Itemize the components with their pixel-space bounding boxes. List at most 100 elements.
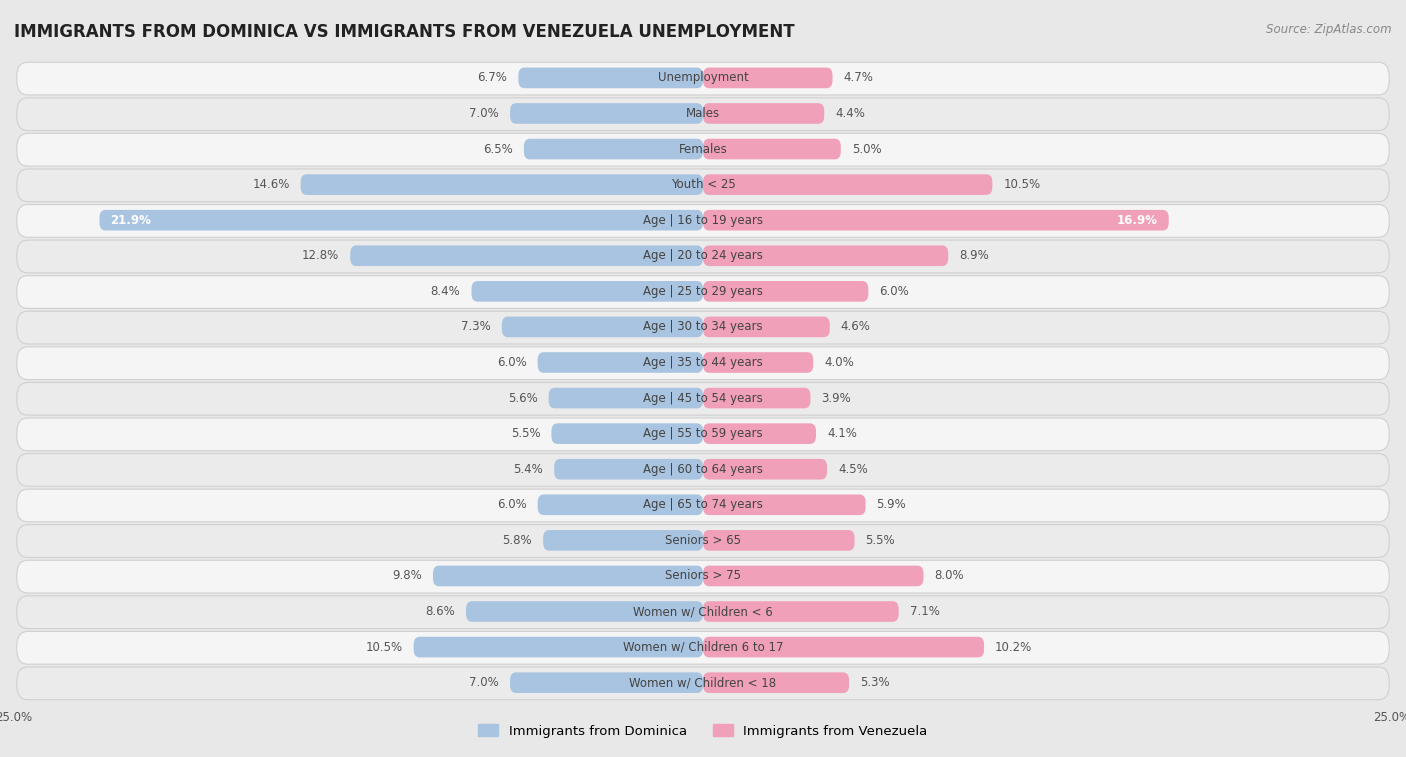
FancyBboxPatch shape	[703, 459, 827, 479]
FancyBboxPatch shape	[510, 672, 703, 693]
FancyBboxPatch shape	[301, 174, 703, 195]
Text: 4.0%: 4.0%	[824, 356, 853, 369]
Text: 4.6%: 4.6%	[841, 320, 870, 333]
FancyBboxPatch shape	[433, 565, 703, 586]
FancyBboxPatch shape	[548, 388, 703, 408]
Text: Age | 20 to 24 years: Age | 20 to 24 years	[643, 249, 763, 262]
Text: 9.8%: 9.8%	[392, 569, 422, 582]
FancyBboxPatch shape	[17, 382, 1389, 415]
Text: 5.5%: 5.5%	[866, 534, 896, 547]
FancyBboxPatch shape	[17, 631, 1389, 664]
FancyBboxPatch shape	[703, 637, 984, 657]
FancyBboxPatch shape	[17, 62, 1389, 95]
FancyBboxPatch shape	[471, 281, 703, 301]
Text: Women w/ Children < 6: Women w/ Children < 6	[633, 605, 773, 618]
FancyBboxPatch shape	[17, 276, 1389, 308]
Text: 8.6%: 8.6%	[425, 605, 456, 618]
Text: 5.3%: 5.3%	[860, 676, 890, 689]
FancyBboxPatch shape	[703, 530, 855, 550]
FancyBboxPatch shape	[17, 453, 1389, 486]
Text: 16.9%: 16.9%	[1116, 213, 1157, 226]
Text: 6.0%: 6.0%	[879, 285, 910, 298]
Text: 21.9%: 21.9%	[111, 213, 152, 226]
FancyBboxPatch shape	[703, 210, 1168, 231]
Text: Seniors > 75: Seniors > 75	[665, 569, 741, 582]
Text: Age | 45 to 54 years: Age | 45 to 54 years	[643, 391, 763, 404]
FancyBboxPatch shape	[554, 459, 703, 479]
FancyBboxPatch shape	[413, 637, 703, 657]
Text: 6.0%: 6.0%	[496, 356, 527, 369]
Text: Women w/ Children < 18: Women w/ Children < 18	[630, 676, 776, 689]
FancyBboxPatch shape	[703, 388, 810, 408]
Text: Unemployment: Unemployment	[658, 71, 748, 84]
Text: 12.8%: 12.8%	[302, 249, 339, 262]
FancyBboxPatch shape	[537, 352, 703, 372]
Text: Seniors > 65: Seniors > 65	[665, 534, 741, 547]
FancyBboxPatch shape	[17, 204, 1389, 237]
FancyBboxPatch shape	[551, 423, 703, 444]
Text: Age | 35 to 44 years: Age | 35 to 44 years	[643, 356, 763, 369]
FancyBboxPatch shape	[17, 560, 1389, 593]
FancyBboxPatch shape	[537, 494, 703, 515]
Text: Age | 16 to 19 years: Age | 16 to 19 years	[643, 213, 763, 226]
Text: 4.4%: 4.4%	[835, 107, 865, 120]
FancyBboxPatch shape	[703, 601, 898, 621]
FancyBboxPatch shape	[17, 667, 1389, 699]
Text: 5.6%: 5.6%	[508, 391, 537, 404]
FancyBboxPatch shape	[17, 133, 1389, 166]
FancyBboxPatch shape	[703, 316, 830, 337]
FancyBboxPatch shape	[17, 311, 1389, 344]
FancyBboxPatch shape	[524, 139, 703, 160]
FancyBboxPatch shape	[703, 423, 815, 444]
FancyBboxPatch shape	[17, 596, 1389, 628]
Text: 5.9%: 5.9%	[876, 498, 907, 511]
Text: 6.0%: 6.0%	[496, 498, 527, 511]
Text: Age | 65 to 74 years: Age | 65 to 74 years	[643, 498, 763, 511]
Text: 10.5%: 10.5%	[366, 640, 402, 653]
FancyBboxPatch shape	[17, 525, 1389, 557]
FancyBboxPatch shape	[703, 174, 993, 195]
Text: 8.4%: 8.4%	[430, 285, 461, 298]
Text: 14.6%: 14.6%	[252, 178, 290, 191]
Text: 10.2%: 10.2%	[995, 640, 1032, 653]
FancyBboxPatch shape	[510, 103, 703, 124]
FancyBboxPatch shape	[543, 530, 703, 550]
Text: 10.5%: 10.5%	[1004, 178, 1040, 191]
Text: 4.5%: 4.5%	[838, 463, 868, 475]
Text: Males: Males	[686, 107, 720, 120]
FancyBboxPatch shape	[17, 98, 1389, 130]
Text: 4.7%: 4.7%	[844, 71, 873, 84]
FancyBboxPatch shape	[703, 352, 813, 372]
Text: Age | 25 to 29 years: Age | 25 to 29 years	[643, 285, 763, 298]
Text: 5.5%: 5.5%	[510, 427, 540, 440]
FancyBboxPatch shape	[519, 67, 703, 89]
Text: 8.9%: 8.9%	[959, 249, 988, 262]
FancyBboxPatch shape	[703, 281, 869, 301]
Text: 7.3%: 7.3%	[461, 320, 491, 333]
FancyBboxPatch shape	[703, 672, 849, 693]
Text: 6.5%: 6.5%	[484, 142, 513, 155]
Text: Age | 60 to 64 years: Age | 60 to 64 years	[643, 463, 763, 475]
Text: Youth < 25: Youth < 25	[671, 178, 735, 191]
FancyBboxPatch shape	[17, 489, 1389, 522]
FancyBboxPatch shape	[502, 316, 703, 337]
FancyBboxPatch shape	[100, 210, 703, 231]
FancyBboxPatch shape	[350, 245, 703, 266]
Text: 5.0%: 5.0%	[852, 142, 882, 155]
FancyBboxPatch shape	[17, 347, 1389, 379]
Text: 8.0%: 8.0%	[935, 569, 965, 582]
Text: 5.8%: 5.8%	[502, 534, 531, 547]
Text: Age | 30 to 34 years: Age | 30 to 34 years	[643, 320, 763, 333]
Text: 7.0%: 7.0%	[470, 676, 499, 689]
FancyBboxPatch shape	[703, 245, 948, 266]
Text: 3.9%: 3.9%	[821, 391, 851, 404]
Text: 7.1%: 7.1%	[910, 605, 939, 618]
Text: 5.4%: 5.4%	[513, 463, 543, 475]
FancyBboxPatch shape	[465, 601, 703, 621]
Text: Age | 55 to 59 years: Age | 55 to 59 years	[643, 427, 763, 440]
FancyBboxPatch shape	[17, 418, 1389, 450]
FancyBboxPatch shape	[703, 139, 841, 160]
FancyBboxPatch shape	[703, 67, 832, 89]
FancyBboxPatch shape	[17, 240, 1389, 273]
Text: Women w/ Children 6 to 17: Women w/ Children 6 to 17	[623, 640, 783, 653]
